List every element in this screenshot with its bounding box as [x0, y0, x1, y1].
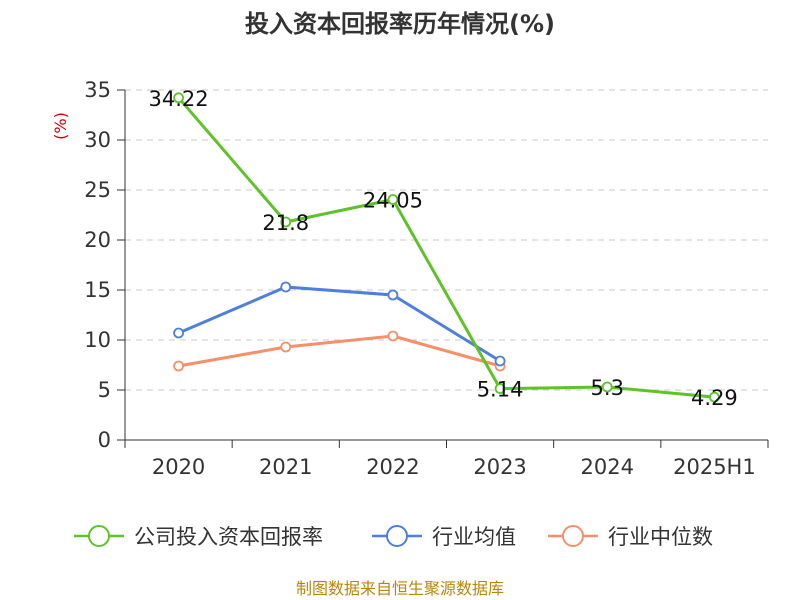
x-tick-label: 2020	[152, 455, 205, 479]
data-labels: 34.22 21.8 24.05 5.14 5.3 4.29	[149, 87, 738, 410]
data-label: 34.22	[149, 87, 209, 111]
data-point	[173, 92, 184, 104]
y-axis-unit: (%)	[51, 112, 70, 140]
legend-marker-0	[88, 525, 110, 547]
data-point	[280, 281, 292, 293]
data-point	[387, 289, 399, 301]
grid-lines	[125, 89, 768, 391]
x-tick-label: 2021	[259, 455, 312, 479]
data-label: 5.3	[591, 376, 624, 400]
data-label: 4.29	[691, 386, 738, 410]
series-line-0	[177, 96, 715, 399]
series-line-1	[177, 285, 501, 363]
series-line-2	[178, 334, 501, 368]
y-tick-label: 0	[98, 428, 111, 452]
y-tick-label: 20	[84, 228, 111, 252]
y-tick-label: 35	[84, 78, 111, 102]
data-point	[709, 391, 720, 403]
data-point	[494, 355, 506, 367]
y-tick-label: 15	[84, 278, 111, 302]
data-label: 5.14	[477, 378, 524, 402]
data-point	[387, 194, 399, 205]
data-label: 24.05	[363, 189, 423, 213]
legend-label-1: 行业均值	[432, 525, 516, 549]
data-point	[173, 327, 184, 339]
legend-marker-2	[562, 525, 584, 547]
x-tick-label: 2025H1	[673, 455, 756, 479]
legend: 公司投入资本回报率 行业均值 行业中位数	[74, 525, 713, 549]
data-label: 21.8	[262, 211, 309, 235]
y-tick-label: 5	[98, 378, 111, 402]
data-point	[387, 330, 399, 342]
data-point	[601, 381, 613, 393]
x-tick-label: 2023	[473, 455, 526, 479]
data-point	[280, 216, 292, 228]
x-tick-label: 2022	[366, 455, 419, 479]
series-layer	[173, 92, 720, 403]
y-tick-label: 10	[84, 328, 111, 352]
legend-marker-1	[386, 525, 408, 547]
legend-label-0: 公司投入资本回报率	[134, 525, 323, 549]
source-note: 制图数据来自恒生聚源数据库	[296, 579, 504, 598]
y-tick-label: 30	[84, 128, 111, 152]
data-point	[280, 341, 292, 353]
x-tick-label: 2024	[581, 455, 634, 479]
data-point	[494, 383, 506, 395]
legend-label-2: 行业中位数	[608, 525, 713, 549]
axes: 0 5 10 15 20 25 30 35 2020 2021 2022 2023 2024 2025H1	[84, 78, 769, 479]
chart-title: 投入资本回报率历年情况(%)	[245, 10, 555, 38]
y-tick-label: 25	[84, 178, 111, 202]
data-point	[173, 360, 184, 372]
